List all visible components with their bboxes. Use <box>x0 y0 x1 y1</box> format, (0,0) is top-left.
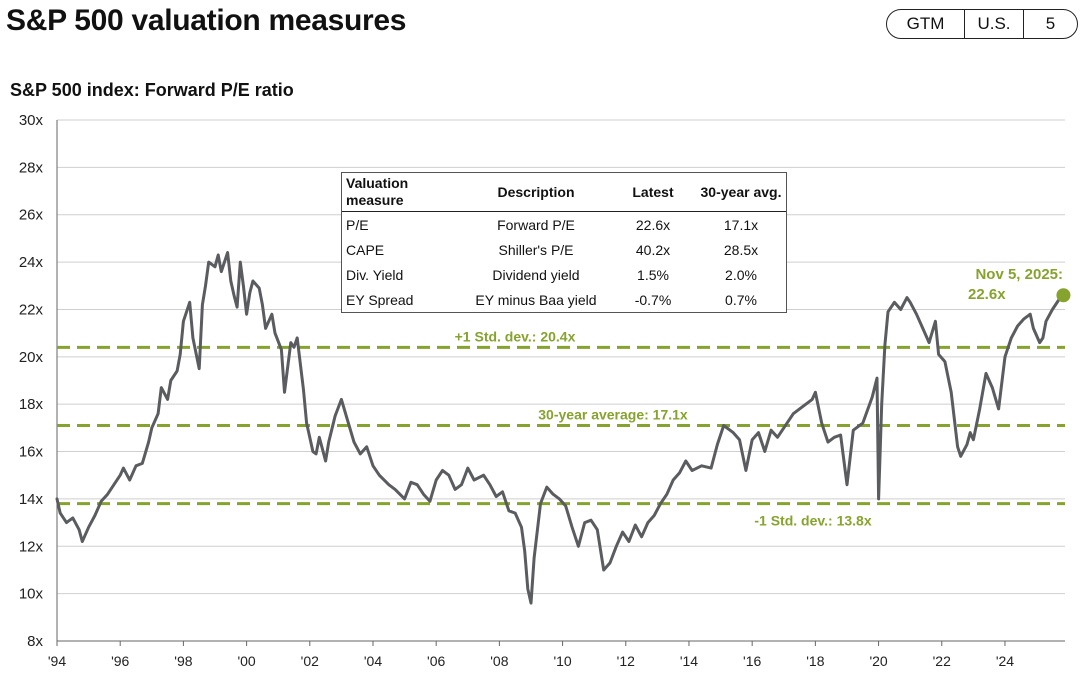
reference-line-label: -1 Std. dev.: 13.8x <box>754 513 871 529</box>
table-cell: Shiller's P/E <box>498 241 574 258</box>
reference-line-label: +1 Std. dev.: 20.4x <box>455 328 576 344</box>
table-header-latest: Latest <box>632 183 674 200</box>
y-tick-label: 20x <box>19 349 44 366</box>
table-row: P/E Forward P/E 22.6x 17.1x <box>342 212 786 238</box>
y-tick-label: 16x <box>19 444 44 461</box>
table-row: EY Spread EY minus Baa yield -0.7% 0.7% <box>342 287 786 312</box>
table-cell: 0.7% <box>725 291 757 308</box>
x-tick-label: '00 <box>237 653 255 669</box>
latest-point <box>1056 288 1071 303</box>
x-tick-label: '96 <box>111 653 129 669</box>
x-tick-label: '10 <box>553 653 571 669</box>
table-cell: 17.1x <box>723 216 759 233</box>
y-tick-label: 18x <box>19 396 44 413</box>
y-tick-label: 26x <box>19 207 44 224</box>
x-tick-label: '24 <box>996 653 1014 669</box>
x-tick-label: '22 <box>933 653 951 669</box>
y-tick-label: 8x <box>27 633 43 650</box>
table-cell: EY minus Baa yield <box>475 291 597 308</box>
table-cell: 28.5x <box>723 241 759 258</box>
x-tick-label: '94 <box>48 653 66 669</box>
x-tick-label: '18 <box>806 653 824 669</box>
x-tick-label: '08 <box>490 653 508 669</box>
valuation-table: Valuation measure Description Latest 30-… <box>341 172 787 313</box>
x-tick-label: '14 <box>680 653 698 669</box>
badge-page-number: 5 <box>1045 14 1056 33</box>
x-tick-label: '06 <box>427 653 445 669</box>
table-cell: Forward P/E <box>497 216 575 233</box>
table-cell: 2.0% <box>725 266 757 283</box>
latest-label-date: Nov 5, 2025: <box>975 266 1063 283</box>
slide-badge: GTM U.S. 5 <box>886 9 1078 39</box>
table-row: CAPE Shiller's P/E 40.2x 28.5x <box>342 237 786 262</box>
table-cell: Dividend yield <box>492 266 580 283</box>
table-header-measure: Valuation measure <box>346 175 409 208</box>
y-tick-label: 24x <box>19 254 44 271</box>
table-cell: 40.2x <box>635 241 671 258</box>
x-tick-label: '02 <box>301 653 319 669</box>
table-cell: Div. Yield <box>346 266 404 283</box>
y-tick-label: 14x <box>19 491 44 508</box>
table-header-avg: 30-year avg. <box>700 183 782 200</box>
y-tick-label: 22x <box>19 301 44 318</box>
latest-label-value: 22.6x <box>968 286 1006 303</box>
y-tick-label: 28x <box>19 159 44 176</box>
table-header-row: Valuation measure Description Latest 30-… <box>342 173 786 212</box>
reference-line-label: 30-year average: 17.1x <box>538 406 688 422</box>
series-line-forward-pe <box>55 251 1065 605</box>
table-cell: CAPE <box>346 241 385 258</box>
chart-title: S&P 500 index: Forward P/E ratio <box>10 80 294 100</box>
x-tick-label: '04 <box>364 653 382 669</box>
x-tick-label: '98 <box>174 653 192 669</box>
page-title: S&P 500 valuation measures <box>6 4 407 37</box>
table-cell: EY Spread <box>346 291 414 308</box>
y-tick-label: 30x <box>19 112 44 129</box>
y-tick-label: 12x <box>19 538 44 555</box>
table-cell: -0.7% <box>634 291 672 308</box>
x-tick-label: '16 <box>743 653 761 669</box>
table-cell: P/E <box>346 216 369 233</box>
table-row: Div. Yield Dividend yield 1.5% 2.0% <box>342 262 786 287</box>
x-tick-label: '20 <box>869 653 887 669</box>
y-tick-label: 10x <box>19 586 44 603</box>
badge-gtm: GTM <box>887 10 965 38</box>
x-tick-label: '12 <box>617 653 635 669</box>
table-cell: 1.5% <box>637 266 669 283</box>
table-cell: 22.6x <box>635 216 671 233</box>
badge-region: U.S. <box>965 10 1024 38</box>
table-header-description: Description <box>497 183 575 200</box>
